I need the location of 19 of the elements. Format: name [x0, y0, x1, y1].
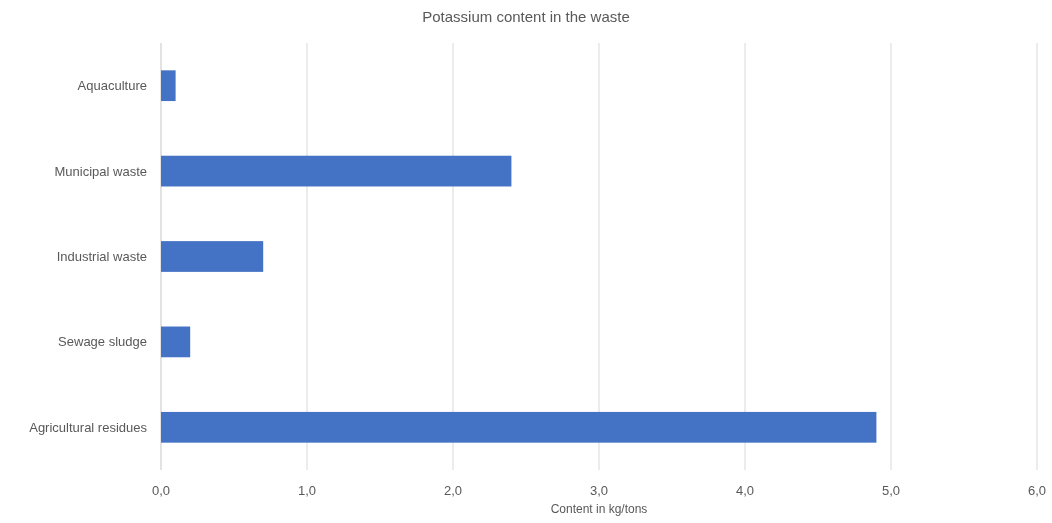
y-tick-label: Agricultural residues [29, 419, 148, 435]
x-tick-label: 1,0 [297, 483, 317, 498]
bar [161, 411, 877, 443]
x-tick-label: 4,0 [735, 483, 755, 498]
y-tick-label: Sewage sludge [58, 334, 147, 350]
bar [161, 326, 191, 358]
chart-title: Potassium content in the waste [422, 8, 630, 25]
x-tick-label: 0,0 [151, 483, 171, 498]
bar [161, 241, 264, 272]
y-tick-label: Aquaculture [77, 78, 147, 94]
x-tick-label: 6,0 [1027, 483, 1047, 498]
x-tick-label: 5,0 [881, 483, 901, 498]
y-tick-label: Industrial waste [56, 249, 147, 265]
bar [161, 70, 176, 102]
y-tick-label: Municipal waste [54, 163, 147, 179]
x-tick-label: 2,0 [443, 483, 463, 498]
bar [161, 155, 512, 187]
x-tick-label: 3,0 [589, 483, 609, 498]
x-axis-title: Content in kg/tons [550, 502, 648, 516]
